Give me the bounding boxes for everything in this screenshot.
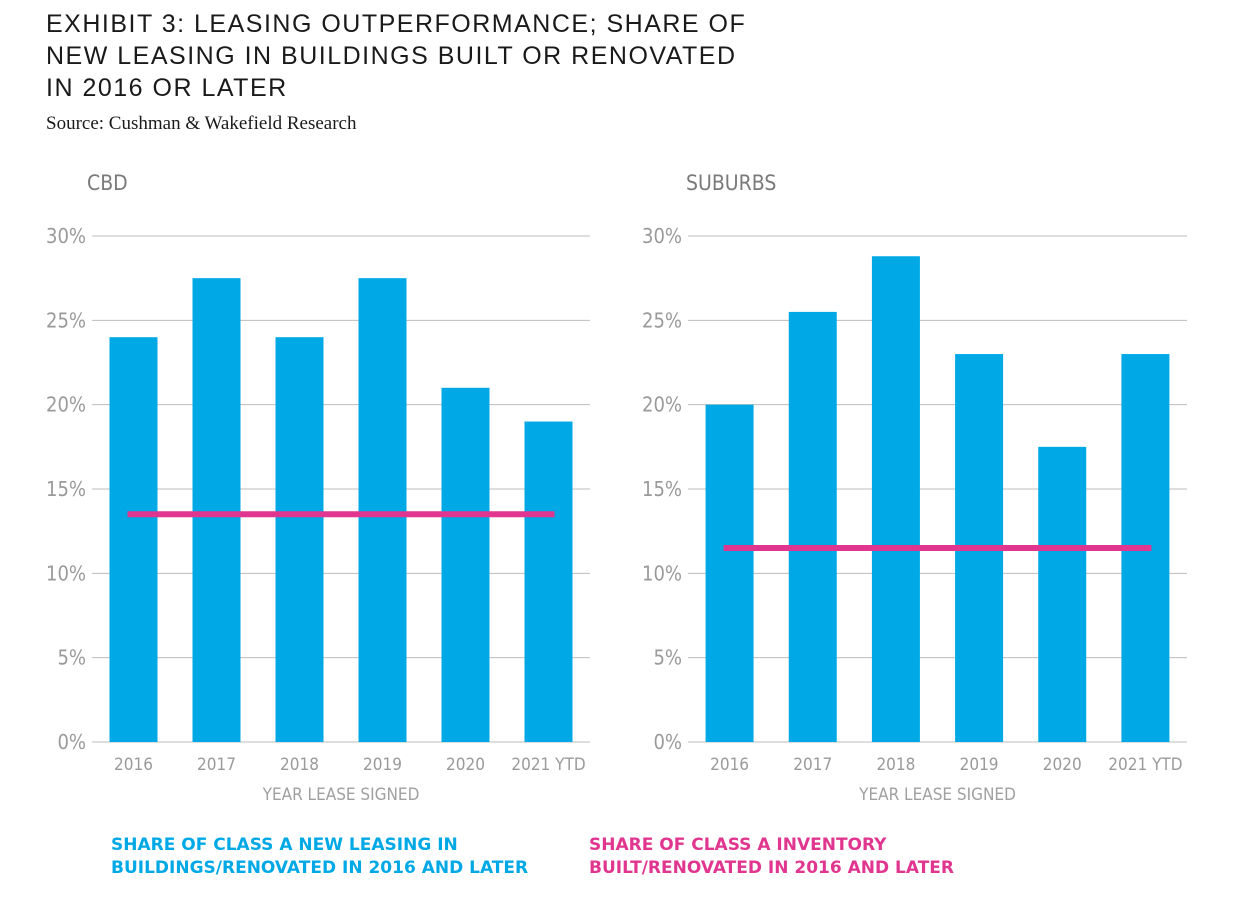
y-tick-label: 30% [46, 224, 86, 248]
x-tick-label: 2021 YTD [1108, 755, 1182, 775]
legend-inventory: SHARE OF CLASS A INVENTORY BUILT/RENOVAT… [589, 834, 954, 880]
bar [524, 421, 573, 742]
source-note: Source: Cushman & Wakefield Research [46, 113, 357, 134]
y-tick-label: 25% [642, 308, 682, 332]
bar [192, 278, 241, 742]
y-tick-label: 15% [642, 477, 682, 501]
title-line: IN 2016 OR LATER [46, 74, 288, 102]
x-axis-label: YEAR LEASE SIGNED [262, 785, 420, 805]
bar [788, 311, 837, 742]
x-tick-label: 2016 [114, 755, 153, 775]
legend-leasing: SHARE OF CLASS A NEW LEASING IN BUILDING… [111, 834, 528, 880]
x-tick-label: 2017 [793, 755, 832, 775]
title-line: EXHIBIT 3: LEASING OUTPERFORMANCE; SHARE… [46, 10, 747, 38]
y-tick-label: 5% [57, 646, 86, 670]
bar [275, 337, 324, 742]
bar [358, 278, 407, 742]
title-line: NEW LEASING IN BUILDINGS BUILT OR RENOVA… [46, 42, 737, 70]
legend-inventory-line: BUILT/RENOVATED IN 2016 AND LATER [589, 858, 955, 878]
panel-title: CBD [87, 171, 128, 195]
suburbs-chart: SUBURBS 0% 5% 10% 15% 20% 25% 30% 2016 2017 2018 20… [642, 171, 1187, 805]
y-tick-label: 25% [46, 308, 86, 332]
bar [705, 404, 754, 742]
y-tick-label: 0% [653, 730, 682, 754]
y-tick-label: 30% [642, 224, 682, 248]
panel-title: SUBURBS [686, 171, 776, 195]
y-tick-label: 10% [642, 561, 682, 585]
x-tick-label: 2018 [876, 755, 915, 775]
x-tick-label: 2020 [446, 755, 485, 775]
x-tick-label: 2020 [1043, 755, 1082, 775]
y-tick-label: 5% [653, 646, 682, 670]
y-tick-label: 20% [642, 393, 682, 417]
y-tick-label: 20% [46, 393, 86, 417]
bar [871, 256, 920, 742]
legend-leasing-line: SHARE OF CLASS A NEW LEASING IN [111, 835, 458, 855]
y-tick-label: 0% [57, 730, 86, 754]
legend-leasing-line: BUILDINGS/RENOVATED IN 2016 AND LATER [111, 858, 529, 878]
x-tick-label: 2017 [197, 755, 236, 775]
x-axis-label: YEAR LEASE SIGNED [858, 785, 1016, 805]
bar [441, 387, 490, 742]
x-tick-label: 2019 [363, 755, 402, 775]
bar [1038, 446, 1087, 742]
legend-inventory-line: SHARE OF CLASS A INVENTORY [589, 835, 887, 855]
y-tick-label: 10% [46, 561, 86, 585]
cbd-chart: CBD 0% 5% 10% 15% 20% 25% 30% 2016 2017 2018 2019 20… [46, 171, 590, 805]
y-tick-label: 15% [46, 477, 86, 501]
x-tick-label: 2019 [960, 755, 999, 775]
x-tick-label: 2016 [710, 755, 749, 775]
x-tick-label: 2021 YTD [511, 755, 585, 775]
bar [109, 337, 158, 742]
x-tick-label: 2018 [280, 755, 319, 775]
page-title: EXHIBIT 3: LEASING OUTPERFORMANCE; SHARE… [46, 8, 746, 104]
